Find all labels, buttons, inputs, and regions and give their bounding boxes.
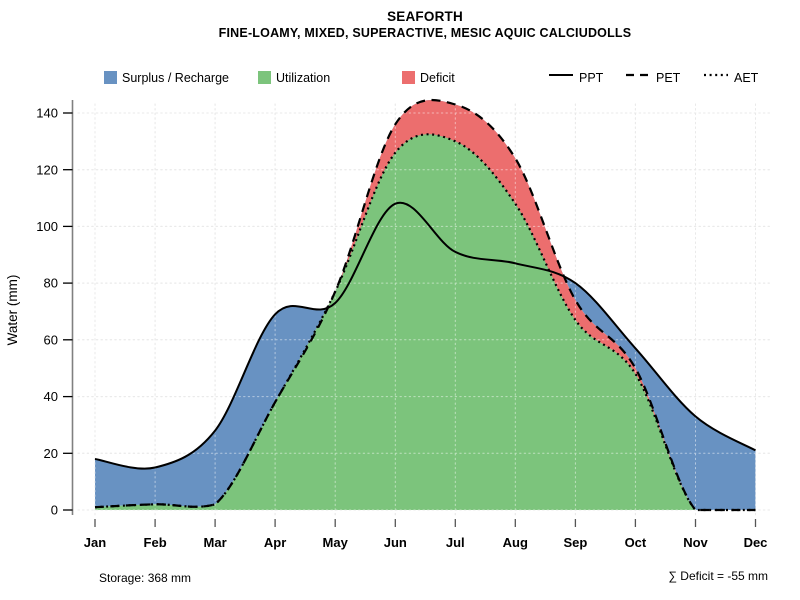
gridlines-overlay bbox=[77, 103, 773, 518]
month-label: Feb bbox=[144, 535, 167, 550]
y-tick-label: 40 bbox=[44, 389, 58, 404]
legend-item-surplus: Surplus / Recharge bbox=[104, 70, 229, 85]
legend-item-pet: PET bbox=[625, 70, 680, 85]
month-label: Jun bbox=[384, 535, 407, 550]
utilization-label: Utilization bbox=[276, 70, 331, 85]
aet-curve bbox=[94, 133, 756, 512]
y-tick-label: 100 bbox=[36, 219, 58, 234]
y-tick-label: 20 bbox=[44, 446, 58, 461]
page-title: SEAFORTH bbox=[387, 9, 463, 24]
surplus-swatch bbox=[104, 71, 117, 84]
aet-label: AET bbox=[734, 70, 759, 85]
deficit-swatch bbox=[402, 71, 415, 84]
month-label: Oct bbox=[625, 535, 647, 550]
ppt-label: PPT bbox=[579, 70, 604, 85]
month-label: Dec bbox=[744, 535, 768, 550]
surplus-label: Surplus / Recharge bbox=[122, 70, 230, 85]
pet-label: PET bbox=[656, 70, 681, 85]
month-label: Apr bbox=[264, 535, 286, 550]
y-axis-title: Water (mm) bbox=[5, 275, 20, 346]
surplus-area bbox=[95, 100, 756, 511]
month-label: Sep bbox=[563, 535, 587, 550]
month-label: Mar bbox=[204, 535, 227, 550]
deficit-sum-annotation: ∑ Deficit = -55 mm bbox=[668, 569, 768, 583]
y-tick-label: 120 bbox=[36, 162, 58, 177]
legend-item-utilization: Utilization bbox=[258, 70, 330, 85]
month-label: Jan bbox=[84, 535, 106, 550]
y-tick-label: 140 bbox=[36, 106, 58, 121]
y-tick-label: 0 bbox=[51, 503, 58, 518]
legend-item-aet: AET bbox=[703, 70, 758, 85]
y-tick-label: 60 bbox=[44, 332, 58, 347]
utilization-area bbox=[95, 134, 756, 511]
month-label: May bbox=[323, 535, 349, 550]
ppt-curve bbox=[94, 201, 756, 470]
storage-annotation: Storage: 368 mm bbox=[99, 571, 192, 585]
legend-item-deficit: Deficit bbox=[402, 70, 455, 85]
month-label: Aug bbox=[503, 535, 528, 550]
deficit-label: Deficit bbox=[420, 70, 455, 85]
ppt-line-sample bbox=[548, 68, 574, 87]
aet-line-sample bbox=[703, 68, 729, 87]
utilization-swatch bbox=[258, 71, 271, 84]
page-subtitle: FINE-LOAMY, MIXED, SUPERACTIVE, MESIC AQ… bbox=[218, 26, 632, 40]
legend-item-ppt: PPT bbox=[548, 70, 603, 85]
y-tick-label: 80 bbox=[44, 276, 58, 291]
pet-line-sample bbox=[625, 68, 651, 87]
month-label: Jul bbox=[446, 535, 465, 550]
pet-curve bbox=[94, 99, 756, 512]
month-label: Nov bbox=[683, 535, 708, 550]
